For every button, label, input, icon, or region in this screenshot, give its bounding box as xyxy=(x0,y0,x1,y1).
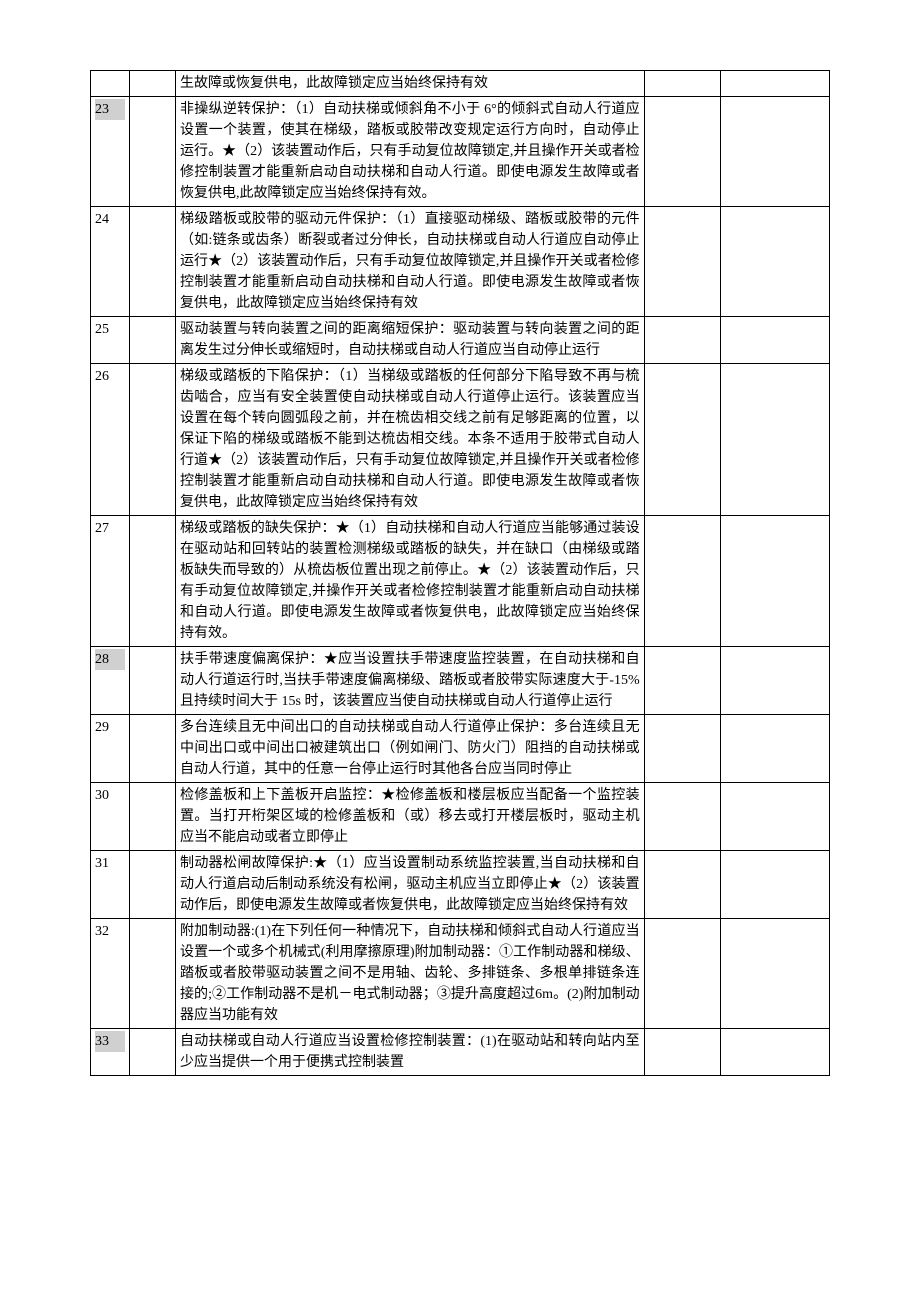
row-number: 32 xyxy=(91,919,130,1029)
table-row: 25 驱动装置与转向装置之间的距离缩短保护：驱动装置与转向装置之间的距离发生过分伸… xyxy=(91,317,830,364)
empty-cell xyxy=(720,207,829,317)
empty-cell xyxy=(720,317,829,364)
empty-cell xyxy=(130,317,176,364)
table-row: 生故障或恢复供电，此故障锁定应当始终保持有效 xyxy=(91,71,830,97)
empty-cell xyxy=(720,97,829,207)
row-number: 27 xyxy=(91,516,130,647)
row-number: 24 xyxy=(91,207,130,317)
description-cell: 检修盖板和上下盖板开启监控：★检修盖板和楼层板应当配备一个监控装置。当打开桁架区… xyxy=(176,783,645,851)
empty-cell xyxy=(644,71,720,97)
table-row: 28 扶手带速度偏离保护：★应当设置扶手带速度监控装置，在自动扶梯和自动人行道运行… xyxy=(91,647,830,715)
description-cell: 附加制动器:(1)在下列任何一种情况下，自动扶梯和倾斜式自动人行道应当设置一个或… xyxy=(176,919,645,1029)
table-row: 24 梯级踏板或胶带的驱动元件保护：（1）直接驱动梯级、踏板或胶带的元件（如:链条… xyxy=(91,207,830,317)
row-number: 23 xyxy=(91,97,130,207)
row-number: 25 xyxy=(91,317,130,364)
empty-cell xyxy=(130,783,176,851)
empty-cell xyxy=(130,919,176,1029)
table-row: 32 附加制动器:(1)在下列任何一种情况下，自动扶梯和倾斜式自动人行道应当设置一… xyxy=(91,919,830,1029)
empty-cell xyxy=(720,919,829,1029)
empty-cell xyxy=(644,97,720,207)
empty-cell xyxy=(644,783,720,851)
table-row: 31 制动器松闸故障保护:★（1）应当设置制动系统监控装置,当自动扶梯和自动人行道… xyxy=(91,851,830,919)
empty-cell xyxy=(720,851,829,919)
empty-cell xyxy=(720,71,829,97)
empty-cell xyxy=(644,919,720,1029)
empty-cell xyxy=(720,715,829,783)
empty-cell xyxy=(644,317,720,364)
empty-cell xyxy=(130,97,176,207)
row-number: 33 xyxy=(91,1029,130,1076)
empty-cell xyxy=(644,647,720,715)
empty-cell xyxy=(130,715,176,783)
description-cell: 梯级踏板或胶带的驱动元件保护：（1）直接驱动梯级、踏板或胶带的元件（如:链条或齿… xyxy=(176,207,645,317)
description-cell: 自动扶梯或自动人行道应当设置检修控制装置：(1)在驱动站和转向站内至少应当提供一… xyxy=(176,1029,645,1076)
description-cell: 驱动装置与转向装置之间的距离缩短保护：驱动装置与转向装置之间的距离发生过分伸长或… xyxy=(176,317,645,364)
empty-cell xyxy=(720,783,829,851)
row-number xyxy=(91,71,130,97)
empty-cell xyxy=(720,647,829,715)
empty-cell xyxy=(644,207,720,317)
empty-cell xyxy=(720,364,829,516)
table-row: 26 梯级或踏板的下陷保护：（1）当梯级或踏板的任何部分下陷导致不再与梳齿啮合，应… xyxy=(91,364,830,516)
description-cell: 梯级或踏板的缺失保护：★（1）自动扶梯和自动人行道应当能够通过装设在驱动站和回转… xyxy=(176,516,645,647)
inspection-table: 生故障或恢复供电，此故障锁定应当始终保持有效 23 非操纵逆转保护：（1）自动扶梯或… xyxy=(90,70,830,1076)
table-row: 33 自动扶梯或自动人行道应当设置检修控制装置：(1)在驱动站和转向站内至少应当提… xyxy=(91,1029,830,1076)
description-cell: 多台连续且无中间出口的自动扶梯或自动人行道停止保护：多台连续且无中间出口或中间出… xyxy=(176,715,645,783)
empty-cell xyxy=(644,715,720,783)
empty-cell xyxy=(720,516,829,647)
row-number: 31 xyxy=(91,851,130,919)
empty-cell xyxy=(130,647,176,715)
empty-cell xyxy=(644,364,720,516)
row-number: 30 xyxy=(91,783,130,851)
empty-cell xyxy=(130,207,176,317)
empty-cell xyxy=(130,516,176,647)
row-number: 29 xyxy=(91,715,130,783)
description-cell: 制动器松闸故障保护:★（1）应当设置制动系统监控装置,当自动扶梯和自动人行道启动… xyxy=(176,851,645,919)
empty-cell xyxy=(130,364,176,516)
description-cell: 生故障或恢复供电，此故障锁定应当始终保持有效 xyxy=(176,71,645,97)
empty-cell xyxy=(130,71,176,97)
empty-cell xyxy=(644,1029,720,1076)
row-number: 28 xyxy=(91,647,130,715)
table-row: 27 梯级或踏板的缺失保护：★（1）自动扶梯和自动人行道应当能够通过装设在驱动站和… xyxy=(91,516,830,647)
empty-cell xyxy=(130,851,176,919)
description-cell: 梯级或踏板的下陷保护：（1）当梯级或踏板的任何部分下陷导致不再与梳齿啮合，应当有… xyxy=(176,364,645,516)
empty-cell xyxy=(644,516,720,647)
table-row: 23 非操纵逆转保护：（1）自动扶梯或倾斜角不小于 6°的倾斜式自动人行道应设置一… xyxy=(91,97,830,207)
description-cell: 扶手带速度偏离保护：★应当设置扶手带速度监控装置，在自动扶梯和自动人行道运行时,… xyxy=(176,647,645,715)
description-cell: 非操纵逆转保护：（1）自动扶梯或倾斜角不小于 6°的倾斜式自动人行道应设置一个装… xyxy=(176,97,645,207)
empty-cell xyxy=(644,851,720,919)
empty-cell xyxy=(130,1029,176,1076)
empty-cell xyxy=(720,1029,829,1076)
row-number: 26 xyxy=(91,364,130,516)
table-row: 29 多台连续且无中间出口的自动扶梯或自动人行道停止保护：多台连续且无中间出口或中… xyxy=(91,715,830,783)
table-row: 30 检修盖板和上下盖板开启监控：★检修盖板和楼层板应当配备一个监控装置。当打开桁… xyxy=(91,783,830,851)
